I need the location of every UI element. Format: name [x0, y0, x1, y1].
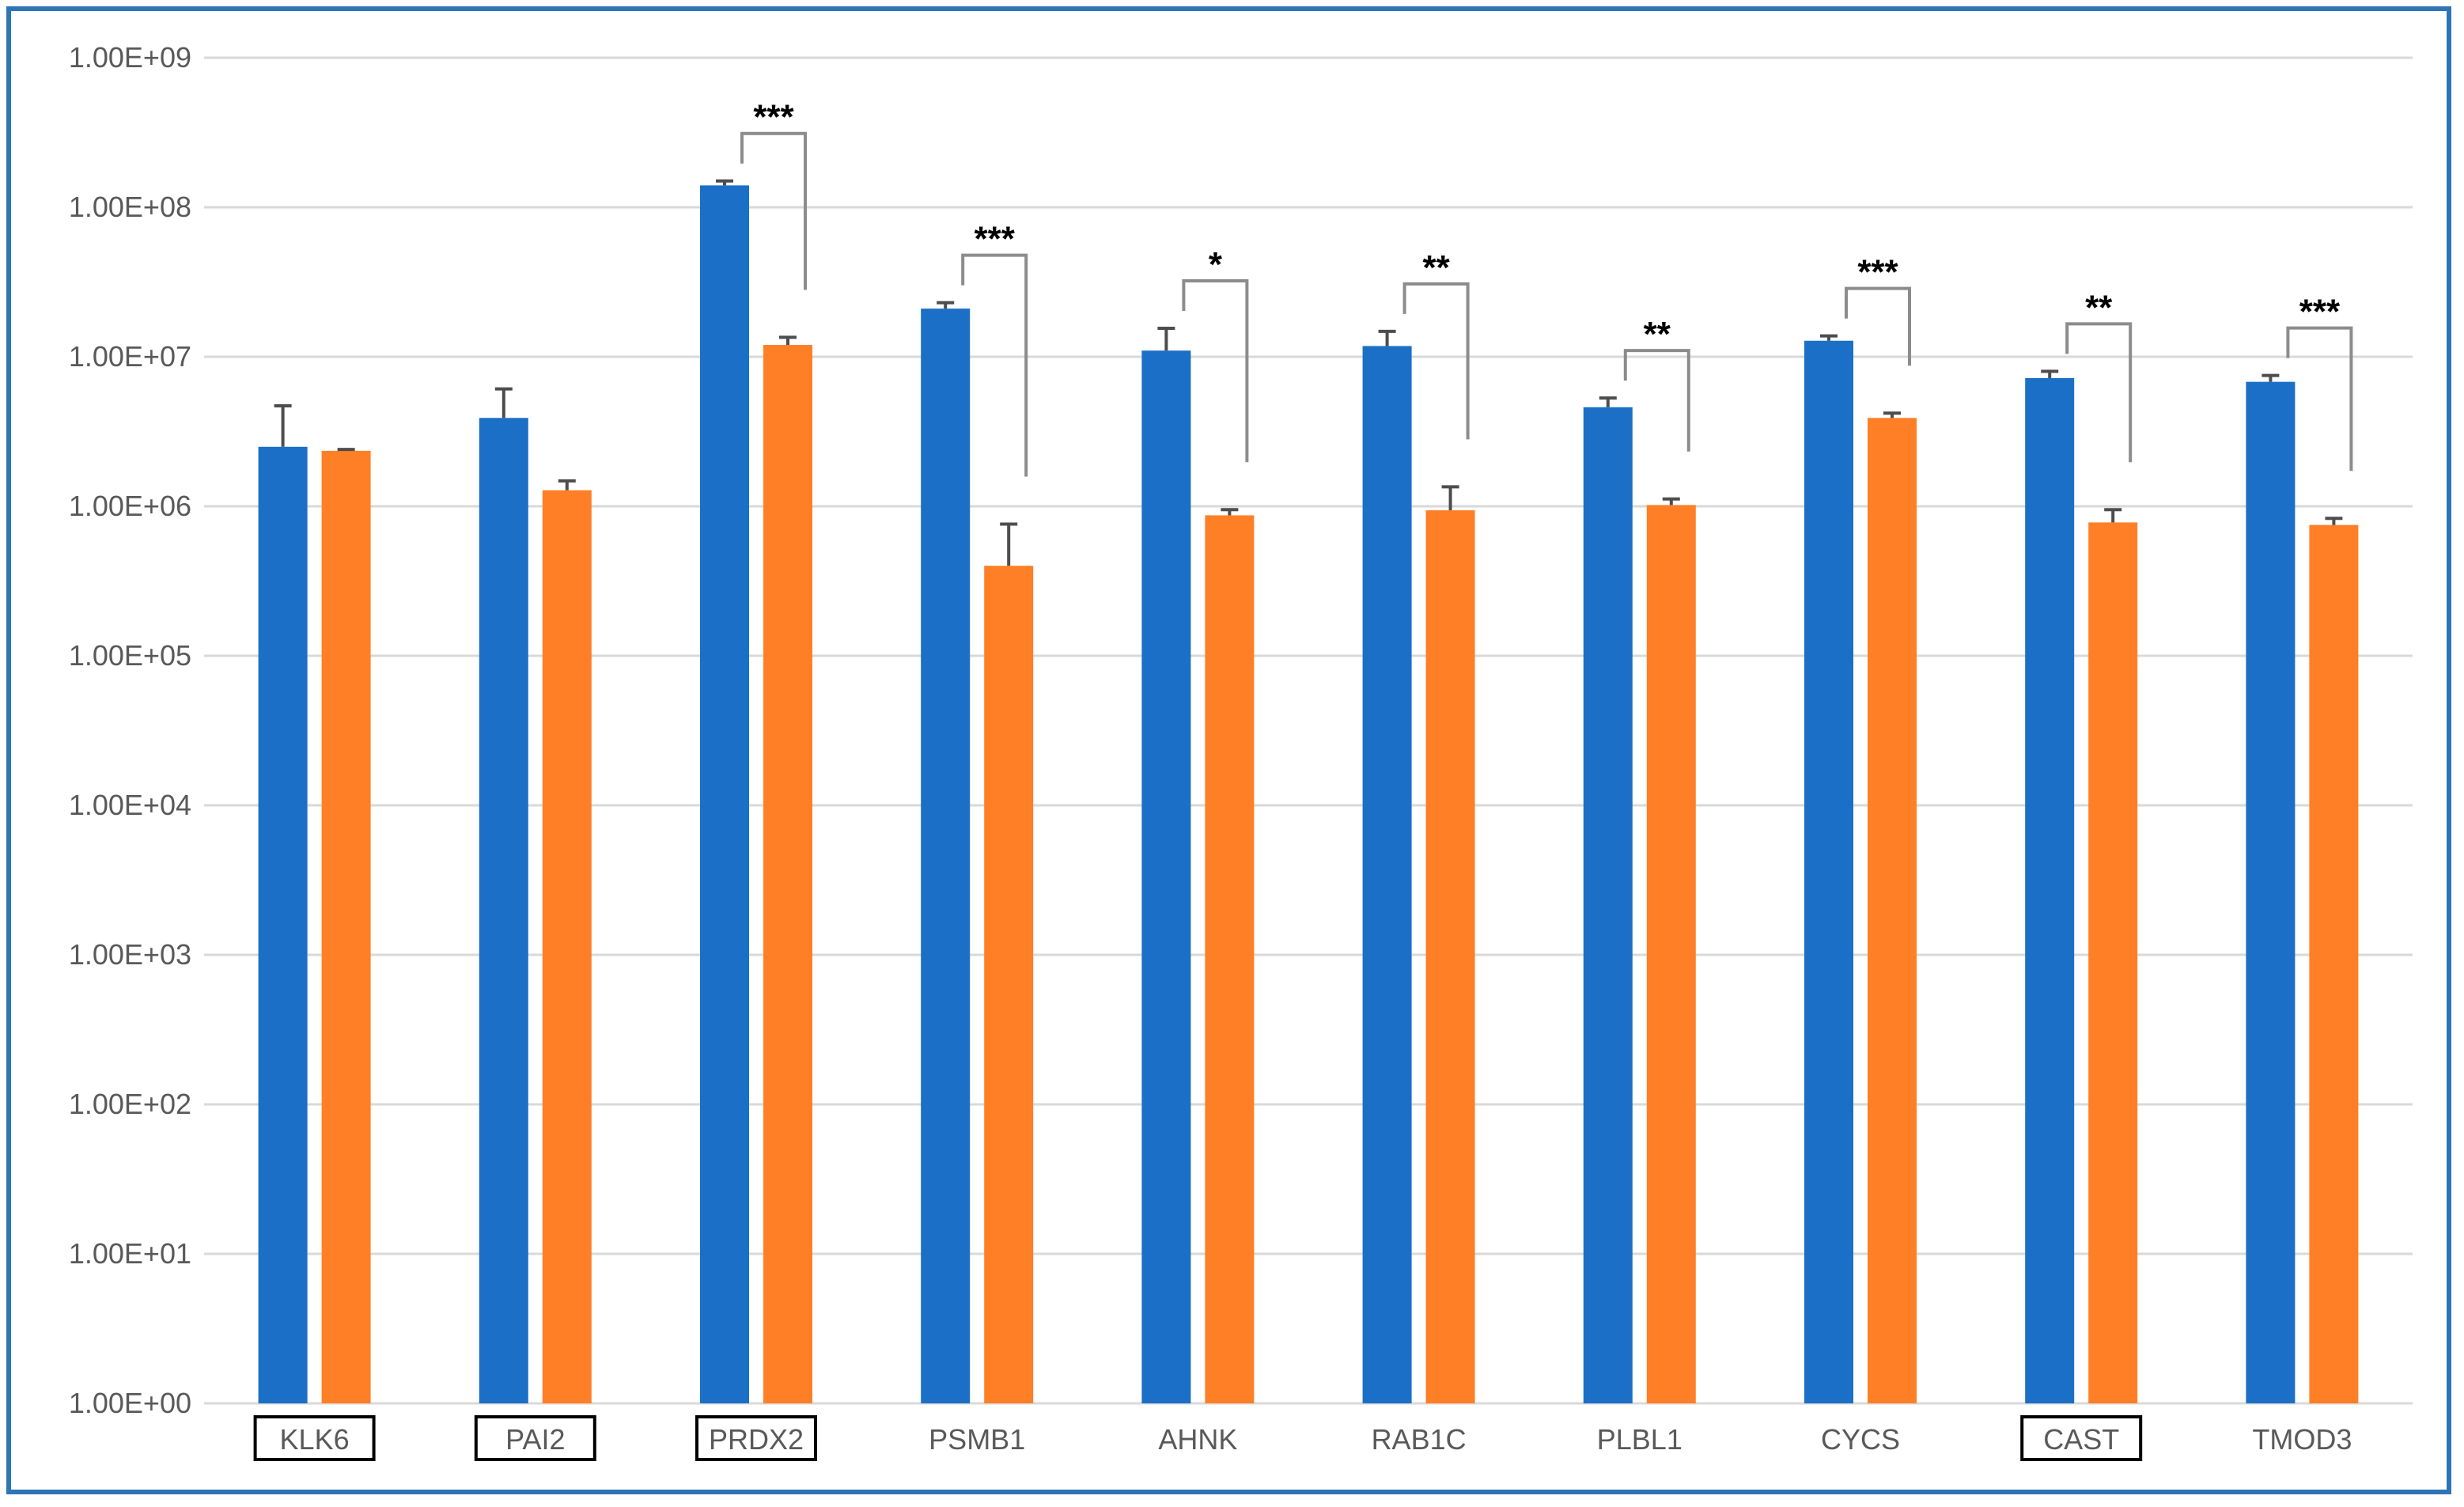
bar	[984, 566, 1034, 1403]
bar	[1141, 350, 1191, 1404]
y-tick-label: 1.00E+06	[69, 490, 191, 522]
bar	[1804, 340, 1853, 1403]
x-tick-label: PSMB1	[929, 1423, 1025, 1456]
bar	[258, 446, 308, 1404]
y-tick-label: 1.00E+01	[69, 1237, 191, 1270]
x-tick-label: PRDX2	[709, 1423, 804, 1456]
y-tick-label: 1.00E+08	[69, 191, 191, 223]
x-tick-label: AHNK	[1158, 1423, 1237, 1456]
y-tick-label: 1.00E+04	[69, 789, 191, 821]
category-label-box	[695, 1415, 817, 1461]
y-tick-label: 1.00E+05	[69, 639, 191, 672]
y-tick-label: 1.00E+00	[69, 1387, 191, 1419]
bar	[700, 185, 749, 1403]
significance-label: **	[1422, 248, 1450, 287]
category-label-box	[253, 1415, 376, 1461]
significance-bracket	[2286, 326, 2353, 471]
y-tick-label: 1.00E+09	[69, 41, 191, 74]
x-tick-label: KLK6	[280, 1423, 350, 1456]
bar	[2025, 377, 2075, 1404]
bar	[2088, 522, 2138, 1404]
significance-bracket	[961, 253, 1028, 477]
x-tick-label: PLBL1	[1597, 1423, 1682, 1456]
significance-bracket	[1623, 349, 1690, 452]
x-tick-label: CYCS	[1821, 1423, 1900, 1456]
y-tick-label: 1.00E+02	[69, 1088, 191, 1120]
category-label-box	[2020, 1415, 2143, 1461]
significance-label: ***	[1857, 253, 1898, 292]
significance-bracket	[2065, 322, 2133, 463]
x-tick-label: RAB1C	[1372, 1423, 1467, 1456]
bar	[1868, 418, 1917, 1403]
bar	[1362, 346, 1412, 1403]
bar	[1583, 407, 1633, 1403]
category-label-box	[474, 1415, 596, 1461]
bar	[321, 450, 371, 1403]
x-tick-label: PAI2	[505, 1423, 565, 1456]
bar	[2246, 381, 2296, 1404]
significance-bracket	[1845, 286, 1911, 366]
significance-label: **	[1644, 315, 1671, 354]
significance-bracket	[1402, 282, 1470, 440]
x-tick-label: TMOD3	[2252, 1423, 2352, 1456]
significance-label: *	[1209, 245, 1223, 284]
bar	[479, 418, 528, 1403]
bar	[2309, 524, 2359, 1403]
significance-label: ***	[753, 98, 794, 137]
x-tick-label: CAST	[2043, 1423, 2119, 1456]
bar	[1425, 510, 1475, 1403]
significance-label: ***	[975, 220, 1016, 259]
significance-label: ***	[2299, 293, 2341, 331]
bar	[1646, 505, 1696, 1404]
significance-bracket	[740, 131, 807, 290]
significance-label: **	[2085, 288, 2113, 327]
bar	[1205, 515, 1255, 1403]
significance-bracket	[1182, 279, 1249, 463]
bar	[763, 345, 812, 1403]
bar	[542, 490, 592, 1403]
y-tick-label: 1.00E+03	[69, 938, 191, 971]
y-tick-label: 1.00E+07	[69, 340, 191, 373]
bar	[921, 309, 971, 1403]
